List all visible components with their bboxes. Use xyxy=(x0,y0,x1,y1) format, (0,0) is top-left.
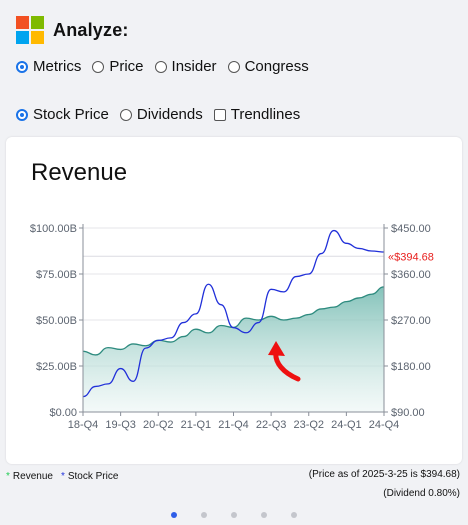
left-tick-label: $100.00B xyxy=(30,223,77,235)
right-tick-label: $270.00 xyxy=(391,315,431,327)
x-tick-label: 21-Q4 xyxy=(218,419,249,431)
x-tick-label: 18-Q4 xyxy=(68,419,99,431)
left-tick-label: $0.00 xyxy=(49,407,77,419)
pagination-dot[interactable] xyxy=(231,512,237,518)
right-tick-label: $90.00 xyxy=(391,407,425,419)
option-stock-price[interactable]: Stock Price xyxy=(16,106,109,123)
trendlines-checkbox[interactable] xyxy=(213,108,226,121)
view-options: Metrics Price Insider Congress xyxy=(16,58,320,75)
option-price[interactable]: Price xyxy=(92,58,144,75)
option-insider[interactable]: Insider xyxy=(154,58,217,75)
x-tick-label: 23-Q2 xyxy=(293,419,324,431)
revenue-legend-marker: * xyxy=(6,471,10,482)
pagination-dot[interactable] xyxy=(261,512,267,518)
microsoft-logo-icon xyxy=(16,16,44,44)
logo-red-square xyxy=(16,16,29,29)
option-congress[interactable]: Congress xyxy=(227,58,309,75)
chart-title: Revenue xyxy=(31,159,128,186)
price-label: Price xyxy=(109,58,144,75)
left-tick-label: $75.00B xyxy=(36,269,77,281)
overlay-options: Stock Price Dividends Trendlines xyxy=(16,106,311,123)
stock-price-legend-marker: * xyxy=(60,471,65,482)
congress-label: Congress xyxy=(244,58,309,75)
option-metrics[interactable]: Metrics xyxy=(16,58,81,75)
insider-label: Insider xyxy=(171,58,217,75)
current-price-label: «$394.68 xyxy=(388,251,434,263)
pagination-dot[interactable] xyxy=(201,512,207,518)
metrics-radio[interactable] xyxy=(16,60,28,73)
x-tick-label: 20-Q2 xyxy=(143,419,174,431)
option-dividends[interactable]: Dividends xyxy=(119,106,203,123)
pagination-dot[interactable] xyxy=(291,512,297,518)
logo-yellow-square xyxy=(31,31,44,44)
right-tick-label: $360.00 xyxy=(391,269,431,281)
revenue-area xyxy=(83,286,384,412)
x-tick-label: 24-Q4 xyxy=(369,419,400,431)
right-tick-label: $450.00 xyxy=(391,223,431,235)
revenue-legend-label: Revenue xyxy=(12,471,53,482)
stock-price-line xyxy=(82,229,385,398)
page-title: Analyze: xyxy=(53,19,129,40)
pagination-dot[interactable] xyxy=(171,512,177,518)
right-tick-label: $180.00 xyxy=(391,361,431,373)
stock-price-label: Stock Price xyxy=(33,106,109,123)
annotation-arrow-head xyxy=(268,341,285,356)
x-tick-label: 19-Q3 xyxy=(105,419,136,431)
insider-radio[interactable] xyxy=(154,60,167,73)
price-radio[interactable] xyxy=(92,60,105,73)
logo-green-square xyxy=(31,16,44,29)
left-tick-label: $25.00B xyxy=(36,361,77,373)
metrics-label: Metrics xyxy=(33,58,82,75)
x-tick-label: 21-Q1 xyxy=(181,419,212,431)
left-tick-label: $50.00B xyxy=(36,315,77,327)
x-tick-label: 22-Q3 xyxy=(256,419,287,431)
stock-price-radio[interactable] xyxy=(16,108,28,121)
logo-blue-square xyxy=(16,31,29,44)
congress-radio[interactable] xyxy=(227,60,240,73)
dividend-note: (Dividend 0.80%) xyxy=(383,488,460,499)
price-as-of-note: (Price as of 2025-3-25 is $394.68) xyxy=(308,469,460,480)
x-tick-label: 24-Q1 xyxy=(331,419,362,431)
dividends-label: Dividends xyxy=(136,106,203,123)
chart-legend: * Revenue * Stock Price xyxy=(6,471,118,482)
trendlines-label: Trendlines xyxy=(230,106,301,123)
carousel-pagination xyxy=(0,512,468,518)
app-header: Analyze: xyxy=(16,16,129,44)
revenue-chart[interactable]: $0.00 $25.00B $50.00B $75.00B $100.00B $90.00… xyxy=(6,137,462,464)
chart-card: Revenue $0.00 $25.00B $50.00B $75.00B $100.0… xyxy=(6,137,462,464)
dividends-radio[interactable] xyxy=(119,108,132,121)
option-trendlines[interactable]: Trendlines xyxy=(213,106,301,123)
stock-price-legend-label: Stock Price xyxy=(67,471,119,482)
